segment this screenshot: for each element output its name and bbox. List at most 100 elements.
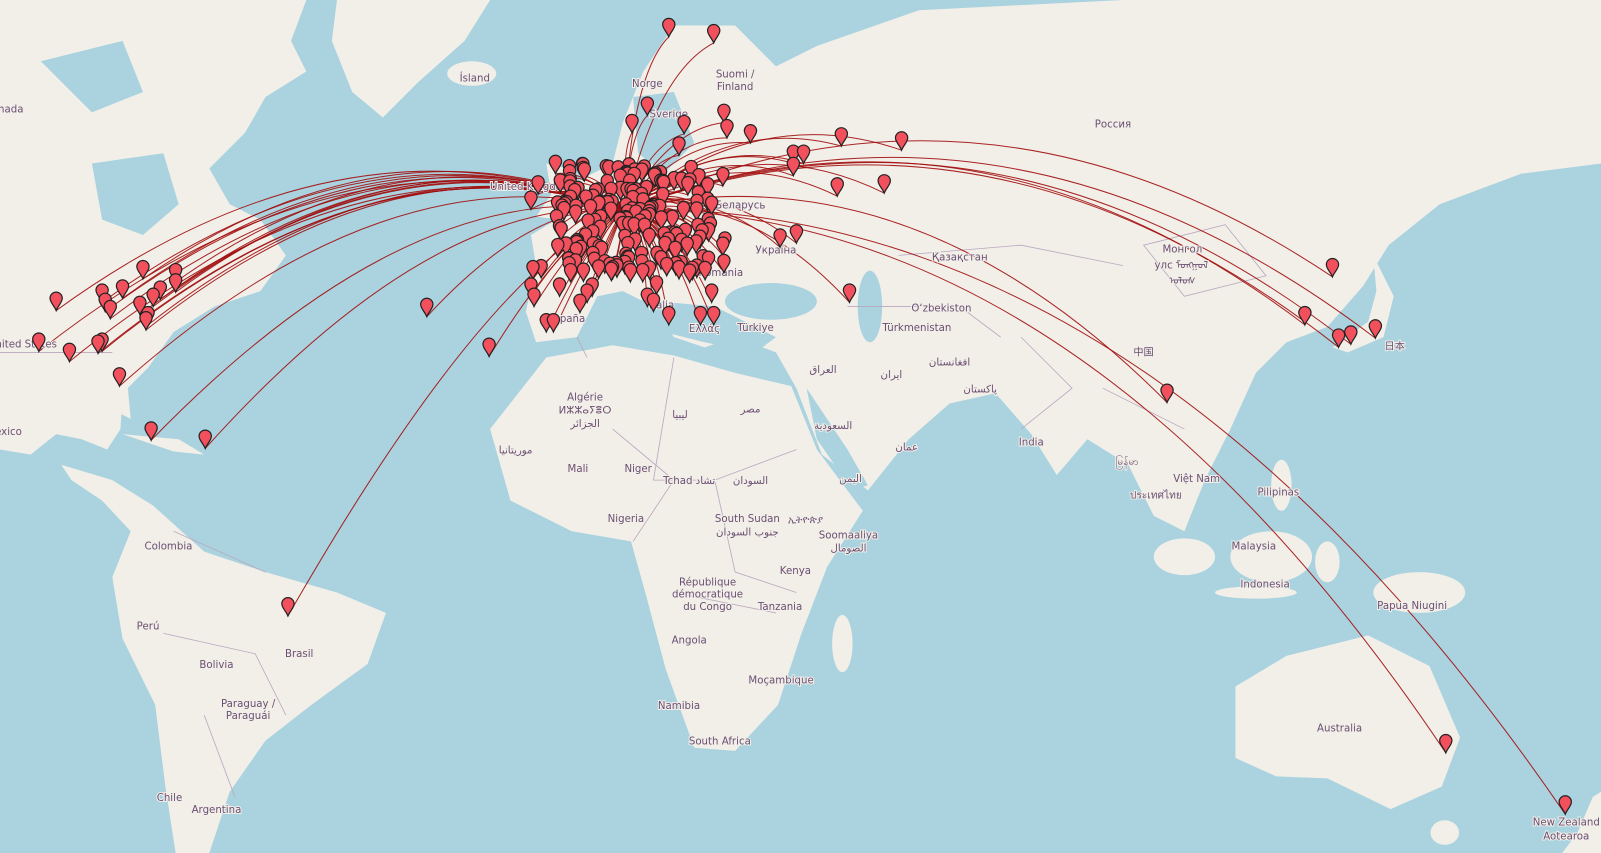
map-pin-icon[interactable]	[91, 334, 105, 356]
map-pin-icon[interactable]	[625, 113, 639, 135]
country-label-south-sudan1: South Sudan	[715, 514, 780, 525]
map-pin-icon[interactable]	[786, 156, 801, 178]
map-pin-icon[interactable]	[1325, 257, 1340, 279]
map-pin-icon[interactable]	[168, 273, 183, 294]
map-pin-icon[interactable]	[49, 291, 63, 313]
map-pin-icon[interactable]	[720, 118, 734, 140]
country-label-iceland: Ísland	[460, 72, 490, 85]
map-pin-icon[interactable]	[706, 305, 721, 327]
map-pin-icon[interactable]	[662, 305, 676, 327]
country-label-indonesia: Indonesia	[1240, 579, 1289, 590]
map-pin-icon[interactable]	[1558, 795, 1573, 816]
map-pin-icon[interactable]	[32, 332, 46, 354]
map-pin-icon[interactable]	[198, 429, 212, 451]
map-pin-icon[interactable]	[743, 124, 758, 145]
map-pin-icon[interactable]	[677, 114, 691, 136]
map-pin-icon[interactable]	[665, 209, 680, 231]
map-pin-icon[interactable]	[635, 262, 650, 284]
map-pin-icon[interactable]	[627, 216, 641, 238]
map-pin-icon[interactable]	[894, 131, 909, 152]
map-pin-icon[interactable]	[656, 174, 671, 196]
map-pin-icon[interactable]	[842, 283, 857, 305]
map-pin-icon[interactable]	[1344, 325, 1358, 346]
map-pin-icon[interactable]	[420, 297, 434, 319]
map-pin-icon[interactable]	[672, 136, 686, 157]
map-pin-icon[interactable]	[568, 204, 583, 226]
map-pin-icon[interactable]	[877, 174, 891, 195]
map-pin-icon[interactable]	[676, 200, 691, 222]
map-pin-icon[interactable]	[577, 162, 592, 183]
map-pin-icon[interactable]	[548, 154, 563, 176]
map-pin-icon[interactable]	[830, 177, 844, 198]
map-pin-icon[interactable]	[1298, 305, 1312, 327]
map-pin-icon[interactable]	[716, 166, 730, 188]
map-pin-icon[interactable]	[526, 259, 540, 281]
map-pin-icon[interactable]	[682, 263, 697, 285]
country-label-philippines: Pilipinas	[1257, 487, 1299, 498]
country-label-canada: Canada	[0, 104, 23, 115]
map-pin-icon[interactable]	[103, 299, 118, 321]
country-label-egypt: مصر	[739, 405, 760, 416]
map-pin-icon[interactable]	[1368, 319, 1383, 340]
map-pin-icon[interactable]	[706, 23, 721, 45]
route-line	[97, 187, 626, 354]
map-pin-icon[interactable]	[704, 283, 719, 305]
map-pin-icon[interactable]	[693, 305, 708, 327]
map-pin-icon[interactable]	[531, 175, 545, 196]
map-pin-icon[interactable]	[573, 293, 587, 315]
map-pin-icon[interactable]	[796, 144, 811, 166]
map-pin-icon[interactable]	[789, 224, 804, 245]
map-pin-icon[interactable]	[554, 221, 568, 242]
map-pin-icon[interactable]	[146, 287, 160, 309]
country-label-china: 中国	[1133, 345, 1153, 358]
map-pin-icon[interactable]	[623, 262, 638, 284]
map-pin-icon[interactable]	[786, 144, 801, 166]
map-pin-icon[interactable]	[551, 237, 565, 259]
map-pin-icon[interactable]	[668, 240, 683, 262]
map-pin-icon[interactable]	[112, 367, 127, 388]
country-label-paraguay2: Paraguái	[226, 710, 270, 722]
map-pin-icon[interactable]	[527, 287, 541, 309]
map-pin-icon[interactable]	[136, 259, 150, 281]
map-pin-icon[interactable]	[583, 198, 598, 220]
map-pin-icon[interactable]	[717, 253, 731, 275]
country-label-paraguay1: Paraguay /	[221, 699, 276, 710]
map-pin-icon[interactable]	[1160, 383, 1174, 405]
map-pin-icon[interactable]	[716, 236, 730, 258]
map-pin-icon[interactable]	[1331, 328, 1346, 349]
map-pin-icon[interactable]	[773, 228, 787, 249]
country-label-mozambique: Moçambique	[748, 675, 813, 686]
map-pin-icon[interactable]	[281, 597, 295, 618]
map-pin-icon[interactable]	[62, 342, 77, 364]
map-pin-icon[interactable]	[672, 259, 686, 281]
map-pin-icon[interactable]	[654, 210, 668, 231]
map-pin-icon[interactable]	[144, 421, 158, 442]
map-pin-icon[interactable]	[115, 279, 130, 300]
map-pin-icon[interactable]	[552, 277, 567, 298]
map-pin-icon[interactable]	[646, 292, 661, 314]
map-pin-icon[interactable]	[649, 275, 664, 296]
map-pin-icon[interactable]	[640, 96, 655, 118]
map-pin-icon[interactable]	[680, 236, 694, 258]
map-pin-icon[interactable]	[1439, 733, 1453, 755]
map-pin-icon[interactable]	[704, 195, 719, 217]
map-pin-icon[interactable]	[482, 337, 496, 359]
map-pin-icon[interactable]	[604, 261, 619, 283]
map-pin-icon[interactable]	[642, 227, 657, 249]
map-pin-icon[interactable]	[698, 260, 712, 282]
country-label-algeria1: Algérie	[567, 391, 603, 403]
map-pin-icon[interactable]	[681, 175, 695, 197]
map-pin-icon[interactable]	[834, 127, 849, 148]
map-pin-icon[interactable]	[563, 262, 578, 284]
map-pin-icon[interactable]	[662, 17, 676, 39]
map-pin-icon[interactable]	[524, 190, 538, 212]
map-pin-icon[interactable]	[689, 201, 704, 222]
map-pin-icon[interactable]	[591, 259, 606, 280]
map-pin-icon[interactable]	[717, 103, 731, 125]
map-pin-icon[interactable]	[576, 262, 591, 284]
map-pin-icon[interactable]	[660, 256, 674, 278]
map-pin-icon[interactable]	[546, 313, 561, 334]
map-pin-icon[interactable]	[139, 310, 153, 332]
